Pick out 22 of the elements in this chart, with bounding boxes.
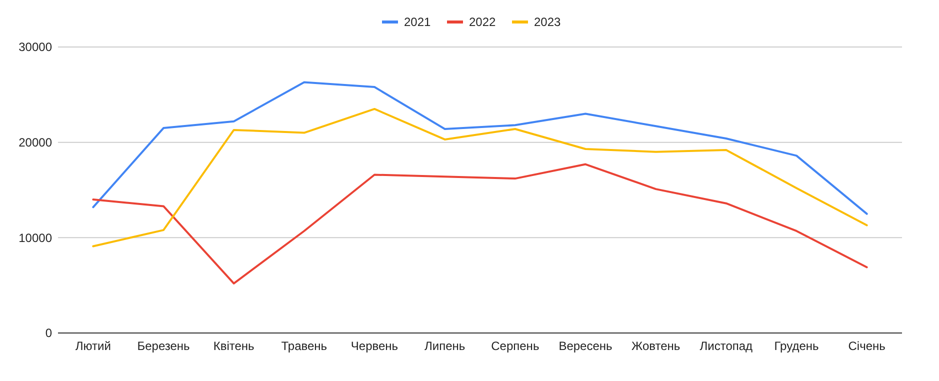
x-tick-label: Лютий [75,339,111,353]
x-tick-label: Серпень [491,339,540,353]
y-tick-label: 20000 [18,136,52,150]
x-tick-label: Листопад [700,339,753,353]
x-tick-label: Липень [424,339,466,353]
x-tick-label: Жовтень [632,339,680,353]
x-tick-label: Травень [281,339,328,353]
line-series [92,163,868,284]
line-series [92,81,868,215]
legend-label: 2023 [534,15,562,30]
y-tick-label: 0 [45,326,52,340]
legend-label: 2022 [469,15,496,30]
x-tick-label: Квітень [213,339,254,353]
legend-label: 2021 [404,15,432,30]
x-tick-label: Січень [848,339,886,353]
y-tick-label: 10000 [18,230,52,245]
x-tick-label: Грудень [774,339,819,353]
x-tick-label: Березень [137,339,190,353]
x-tick-label: Червень [350,339,398,353]
line-series [92,108,868,248]
y-tick-label: 30000 [18,40,52,54]
x-tick-label: Вересень [558,339,612,353]
